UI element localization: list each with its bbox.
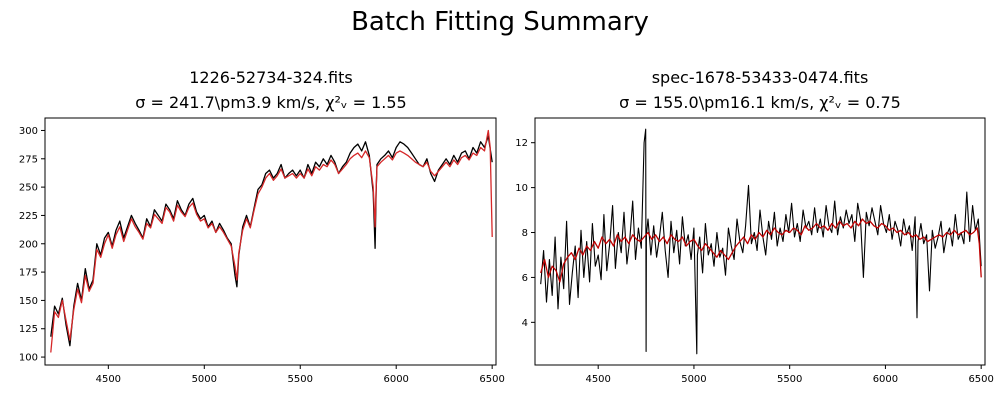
panel-right-data-line <box>540 128 982 355</box>
panel-left-xtick-label: 4500 <box>96 374 121 385</box>
panel-right-title-line2: σ = 155.0\pm16.1 km/s, χ²ᵥ = 0.75 <box>619 93 901 112</box>
figure-suptitle: Batch Fitting Summary <box>351 7 649 37</box>
panel-right-xtick-label: 6000 <box>873 374 898 385</box>
panel-left-series <box>50 129 493 353</box>
panel-left-ytick-label: 250 <box>19 183 38 194</box>
panel-left-ytick-label: 225 <box>19 211 38 222</box>
panel-left-xtick-label: 5000 <box>192 374 217 385</box>
panel-right-ytick-label: 4 <box>522 318 528 329</box>
panel-left-model-line <box>50 129 493 353</box>
panel-left-axes-frame <box>44 117 497 366</box>
panel-left-title-line2: σ = 241.7\pm3.9 km/s, χ²ᵥ = 1.55 <box>135 93 406 112</box>
panel-right-xtick-label: 4500 <box>585 374 610 385</box>
panel-right-series <box>540 128 982 355</box>
panel-left-xtick-label: 5500 <box>288 374 313 385</box>
panel-left: 1226-52734-324.fits σ = 241.7\pm3.9 km/s… <box>19 68 505 385</box>
panel-right-xtick-label: 5500 <box>777 374 802 385</box>
panel-right-ytick-label: 12 <box>515 138 528 149</box>
panel-left-ytick-label: 275 <box>19 154 38 165</box>
panel-right: spec-1678-53433-0474.fits σ = 155.0\pm16… <box>515 68 994 385</box>
panel-right-model-line <box>540 218 982 283</box>
panel-left-ytick-label: 100 <box>19 353 38 364</box>
panel-right-ytick-label: 8 <box>522 228 528 239</box>
panel-right-xtick-label: 5000 <box>681 374 706 385</box>
panel-right-ticks: 4500 5000 5500 6000 6500 4 6 8 10 12 <box>515 138 994 385</box>
panel-left-ytick-label: 175 <box>19 268 38 279</box>
panel-right-ytick-label: 6 <box>522 273 528 284</box>
panel-left-xtick-label: 6500 <box>479 374 504 385</box>
panel-left-data-line <box>50 135 493 347</box>
panel-right-title-line1: spec-1678-53433-0474.fits <box>652 68 869 87</box>
panel-left-ticks: 4500 5000 5500 6000 6500 100 125 150 175 200 225 25… <box>19 126 505 385</box>
panel-left-xtick-label: 6000 <box>383 374 408 385</box>
panel-left-ytick-label: 200 <box>19 239 38 250</box>
panel-left-ytick-label: 300 <box>19 126 38 137</box>
panel-right-xtick-label: 6500 <box>968 374 993 385</box>
panel-right-axes-frame <box>534 117 986 366</box>
panel-left-ytick-label: 150 <box>19 296 38 307</box>
panel-left-title-line1: 1226-52734-324.fits <box>189 68 352 87</box>
panel-right-ytick-label: 10 <box>515 183 528 194</box>
panel-left-ytick-label: 125 <box>19 324 38 335</box>
